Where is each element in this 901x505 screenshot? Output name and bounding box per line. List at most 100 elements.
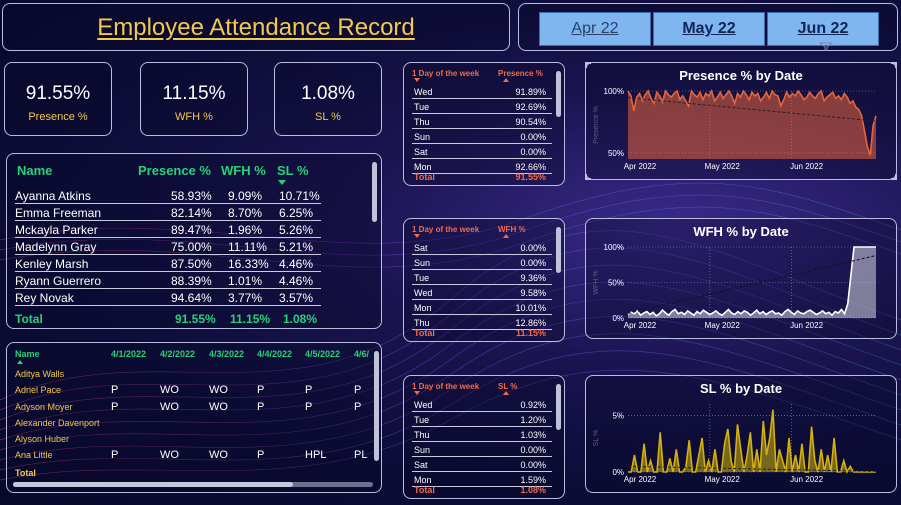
column-header-name[interactable]: Name (17, 163, 53, 178)
presence-value: 82.14% (171, 206, 212, 220)
dow-header-metric[interactable]: SL % (498, 382, 518, 391)
scrollbar-thumb[interactable] (13, 482, 293, 487)
dow-header[interactable]: 1 Day of the week SL % (412, 382, 517, 391)
dow-header-metric[interactable]: WFH % (498, 225, 526, 234)
selection-corner[interactable] (585, 62, 591, 68)
table-row[interactable]: Mckayla Parker 89.47% 1.96% 5.26% (15, 222, 321, 238)
table-row[interactable]: Thu 90.54% (412, 115, 552, 129)
vertical-scrollbar[interactable] (556, 384, 561, 430)
table-row[interactable]: Sun 0.00% (412, 443, 552, 457)
chart-sl-by-date: 5% 0% SL % Apr 2022 May 2022 Jun 2022 SL % by… (585, 375, 897, 493)
table-row[interactable]: Mon 1.59% (412, 473, 552, 487)
presence-value: 88.39% (171, 274, 212, 288)
table-row[interactable]: Wed 9.58% (412, 286, 552, 300)
day-value: 10.01% (515, 303, 546, 313)
kpi-value: 1.08% (301, 83, 355, 104)
day-name: Wed (414, 288, 433, 298)
matrix-cell: P (354, 384, 362, 396)
dow-header[interactable]: 1 Day of the week Presence % (412, 69, 543, 78)
sl-value: 10.71% (279, 189, 320, 203)
chart-wfh-by-date: 100% 50% 0% WFH % Apr 2022 May 2022 Jun 2022 W… (585, 218, 897, 339)
matrix-date-header[interactable]: 4/3/2022 (209, 349, 245, 359)
table-row[interactable]: Sun 0.00% (412, 256, 552, 270)
table-row[interactable]: Mon 92.66% (412, 160, 552, 174)
matrix-cell: WO (209, 384, 228, 396)
employee-name: Ryann Guerrero (15, 274, 102, 288)
wfh-value: 11.11% (228, 240, 267, 254)
kpi-label: SL % (315, 111, 341, 123)
table-row[interactable]: Thu 1.03% (412, 428, 552, 442)
dow-header-day[interactable]: 1 Day of the week (412, 69, 480, 78)
horizontal-scrollbar[interactable] (13, 482, 373, 487)
filter-icon[interactable] (819, 42, 833, 51)
day-name: Sun (414, 445, 431, 455)
table-row[interactable]: Wed 0.92% (412, 398, 552, 412)
sort-arrow-icon (503, 234, 509, 238)
matrix-header-name[interactable]: Name (15, 349, 40, 359)
selection-corner[interactable] (891, 174, 897, 180)
table-row[interactable]: Mon 10.01% (412, 301, 552, 315)
table-row[interactable]: Sun 0.00% (412, 130, 552, 144)
day-name: Sun (414, 132, 431, 142)
table-row[interactable]: Madelynn Gray 75.00% 11.11% 5.21% (15, 239, 321, 255)
column-header-wfh[interactable]: WFH % (221, 163, 266, 178)
day-value: 91.89% (515, 87, 546, 97)
table-row[interactable]: Sat 0.00% (412, 145, 552, 159)
y-tick-label: 100% (604, 87, 624, 96)
matrix-date-header[interactable]: 4/6/ (354, 349, 370, 359)
vertical-scrollbar[interactable] (556, 227, 561, 273)
total-value: 11.15% (515, 328, 546, 338)
dow-header-day[interactable]: 1 Day of the week (412, 225, 480, 234)
sl-value: 5.26% (279, 223, 314, 237)
title-box: Employee Attendance Record (2, 3, 510, 51)
employee-name: Ayanna Atkins (15, 189, 91, 203)
selection-corner[interactable] (585, 174, 591, 180)
chart-title: SL % by Date (699, 381, 783, 396)
matrix-date-header[interactable]: 4/4/2022 (257, 349, 293, 359)
total-label: Total (414, 328, 435, 338)
table-row[interactable]: Ryann Guerrero 88.39% 1.01% 4.46% (15, 273, 321, 289)
table-row[interactable]: Tue 92.69% (412, 100, 552, 114)
day-name: Sun (414, 258, 431, 268)
vertical-scrollbar[interactable] (372, 162, 377, 222)
vertical-scrollbar[interactable] (374, 351, 379, 461)
table-row[interactable]: Emma Freeman 82.14% 8.70% 6.25% (15, 205, 321, 221)
presence-value: 94.64% (171, 291, 212, 305)
employee-name: Rey Novak (15, 291, 74, 305)
selection-corner[interactable] (891, 62, 897, 68)
y-axis-label: Presence % (593, 106, 600, 144)
dow-header-day[interactable]: 1 Day of the week (412, 382, 480, 391)
table-row[interactable]: Sat 0.00% (412, 458, 552, 472)
table-row[interactable]: Tue 1.20% (412, 413, 552, 427)
sort-arrow-icon (17, 360, 23, 364)
table-row[interactable]: Sat 0.00% (412, 241, 552, 255)
matrix-cell: P (257, 449, 265, 461)
sort-arrow-icon (414, 391, 420, 395)
matrix-date-header[interactable]: 4/1/2022 (111, 349, 147, 359)
column-header-presence[interactable]: Presence % (138, 163, 211, 178)
wfh-value: 1.01% (228, 274, 263, 288)
sl-value: 5.21% (279, 240, 314, 254)
table-row[interactable]: Kenley Marsh 87.50% 16.33% 4.46% (15, 256, 321, 272)
sl-value: 4.46% (279, 274, 314, 288)
table-row[interactable]: Tue 9.36% (412, 271, 552, 285)
month-button-may[interactable]: May 22 (653, 12, 765, 46)
day-value: 90.54% (515, 117, 546, 127)
month-button-jun[interactable]: Jun 22 (767, 12, 879, 46)
table-row[interactable]: Rey Novak 94.64% 3.77% 3.57% (15, 290, 321, 306)
table-row[interactable]: Wed 91.89% (412, 85, 552, 99)
dow-header[interactable]: 1 Day of the week WFH % (412, 225, 526, 234)
series-line (627, 88, 877, 156)
matrix-date-header[interactable]: 4/5/2022 (305, 349, 341, 359)
vertical-scrollbar[interactable] (556, 71, 561, 117)
table-row[interactable]: Ayanna Atkins 58.93% 9.09% 10.71% (15, 188, 321, 204)
trend-line (627, 255, 877, 314)
day-value: 1.59% (520, 475, 546, 485)
dow-header-metric[interactable]: Presence % (498, 69, 543, 78)
column-header-sl[interactable]: SL % (277, 163, 309, 178)
matrix-date-header[interactable]: 4/2/2022 (160, 349, 196, 359)
month-button-apr[interactable]: Apr 22 (539, 12, 651, 46)
table-row[interactable]: Thu 12.86% (412, 316, 552, 330)
kpi-label: WFH % (175, 111, 213, 123)
day-value: 1.20% (520, 415, 546, 425)
